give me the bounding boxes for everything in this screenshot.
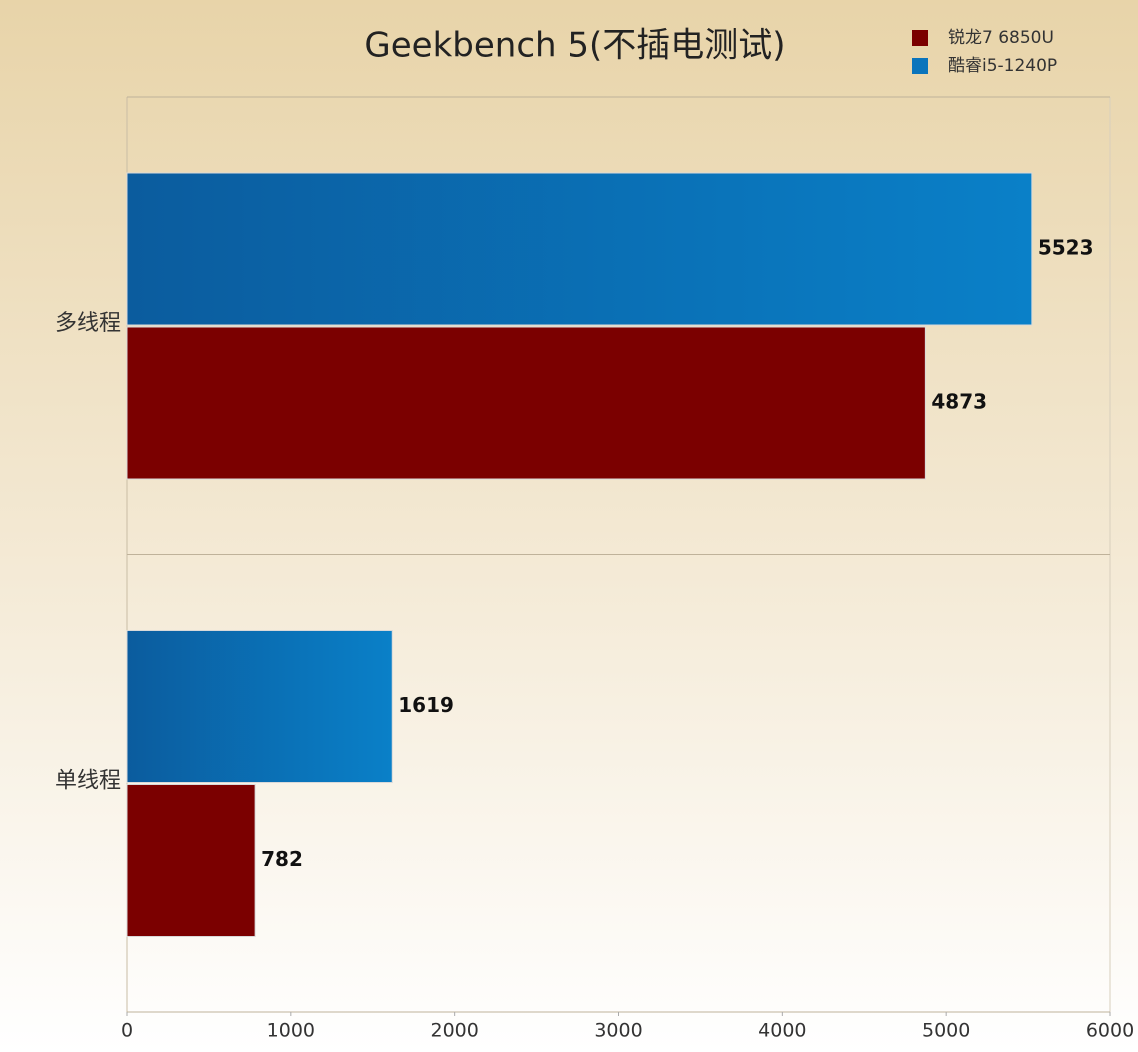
x-tick-label: 6000 xyxy=(1086,1020,1134,1042)
value-label: 5523 xyxy=(1038,236,1094,260)
legend-label: 酷睿i5-1240P xyxy=(948,56,1057,76)
value-label: 782 xyxy=(261,847,303,871)
chart-title: Geekbench 5(不插电测试) xyxy=(364,26,785,66)
x-tick-label: 0 xyxy=(121,1020,133,1042)
x-tick-label: 3000 xyxy=(594,1020,642,1042)
bar xyxy=(126,784,256,937)
legend-label: 锐龙7 6850U xyxy=(948,28,1054,48)
y-tick-label: 多线程 xyxy=(55,311,121,336)
value-label: 1619 xyxy=(398,693,454,717)
x-tick-label: 1000 xyxy=(267,1020,315,1042)
bar xyxy=(126,326,926,480)
x-tick-label: 5000 xyxy=(922,1020,970,1042)
y-tick-label: 单线程 xyxy=(55,768,121,793)
bar xyxy=(126,630,393,783)
bar xyxy=(126,172,1033,326)
legend-swatch xyxy=(912,58,928,74)
x-tick-label: 4000 xyxy=(758,1020,806,1042)
legend-swatch xyxy=(912,30,928,46)
value-label: 4873 xyxy=(931,390,987,414)
x-tick-label: 2000 xyxy=(430,1020,478,1042)
